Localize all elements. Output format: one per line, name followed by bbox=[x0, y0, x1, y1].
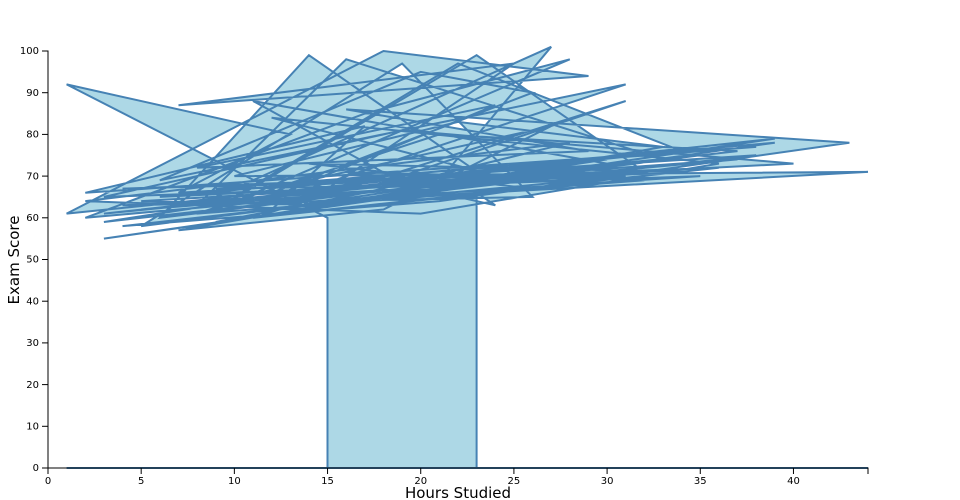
x-tick-label: 15 bbox=[321, 476, 334, 487]
y-tick-label: 50 bbox=[26, 255, 39, 266]
y-tick: 70 bbox=[26, 171, 48, 182]
y-tick: 20 bbox=[26, 380, 48, 391]
y-tick: 80 bbox=[26, 130, 48, 141]
x-tick: 10 bbox=[228, 468, 241, 487]
y-tick-label: 60 bbox=[26, 213, 39, 224]
x-tick-label: 40 bbox=[787, 476, 800, 487]
x-tick: 20 bbox=[414, 468, 427, 487]
x-tick-label: 0 bbox=[45, 476, 51, 487]
y-tick-label: 70 bbox=[26, 171, 39, 182]
y-tick-label: 80 bbox=[26, 130, 39, 141]
y-tick-label: 20 bbox=[26, 380, 39, 391]
x-tick: 0 bbox=[45, 468, 51, 487]
x-tick-label: 20 bbox=[414, 476, 427, 487]
x-axis: 0 5 10 15 20 25 30 35 40 bbox=[45, 467, 869, 487]
y-tick-label: 30 bbox=[26, 338, 39, 349]
y-tick-label: 90 bbox=[26, 88, 39, 99]
area-series bbox=[66, 45, 869, 469]
y-tick-label: 40 bbox=[26, 296, 39, 307]
plot-area bbox=[66, 45, 869, 469]
y-axis-label: Exam Score bbox=[5, 216, 23, 305]
x-tick: 15 bbox=[321, 468, 334, 487]
y-tick: 0 bbox=[33, 463, 48, 474]
x-tick-label: 25 bbox=[508, 476, 521, 487]
x-tick-label: 35 bbox=[694, 476, 707, 487]
x-tick: 5 bbox=[138, 468, 144, 487]
y-tick: 50 bbox=[26, 255, 48, 266]
y-tick: 100 bbox=[20, 46, 48, 57]
y-tick-label: 10 bbox=[26, 422, 39, 433]
y-tick: 90 bbox=[26, 88, 48, 99]
x-tick: 40 bbox=[787, 468, 800, 487]
x-tick: 35 bbox=[694, 468, 707, 487]
y-tick-label: 100 bbox=[20, 46, 39, 57]
y-tick: 30 bbox=[26, 338, 48, 349]
x-tick-label: 10 bbox=[228, 476, 241, 487]
y-axis: 0 10 20 30 40 50 60 70 80 90 100 bbox=[20, 46, 49, 474]
x-tick: 25 bbox=[508, 468, 521, 487]
x-tick-label: 5 bbox=[138, 476, 144, 487]
y-tick: 60 bbox=[26, 213, 48, 224]
y-tick: 40 bbox=[26, 296, 48, 307]
x-tick: 30 bbox=[601, 468, 614, 487]
y-tick-label: 0 bbox=[33, 463, 39, 474]
x-axis-label: Hours Studied bbox=[405, 484, 511, 500]
x-tick-label: 30 bbox=[601, 476, 614, 487]
y-tick: 10 bbox=[26, 422, 48, 433]
